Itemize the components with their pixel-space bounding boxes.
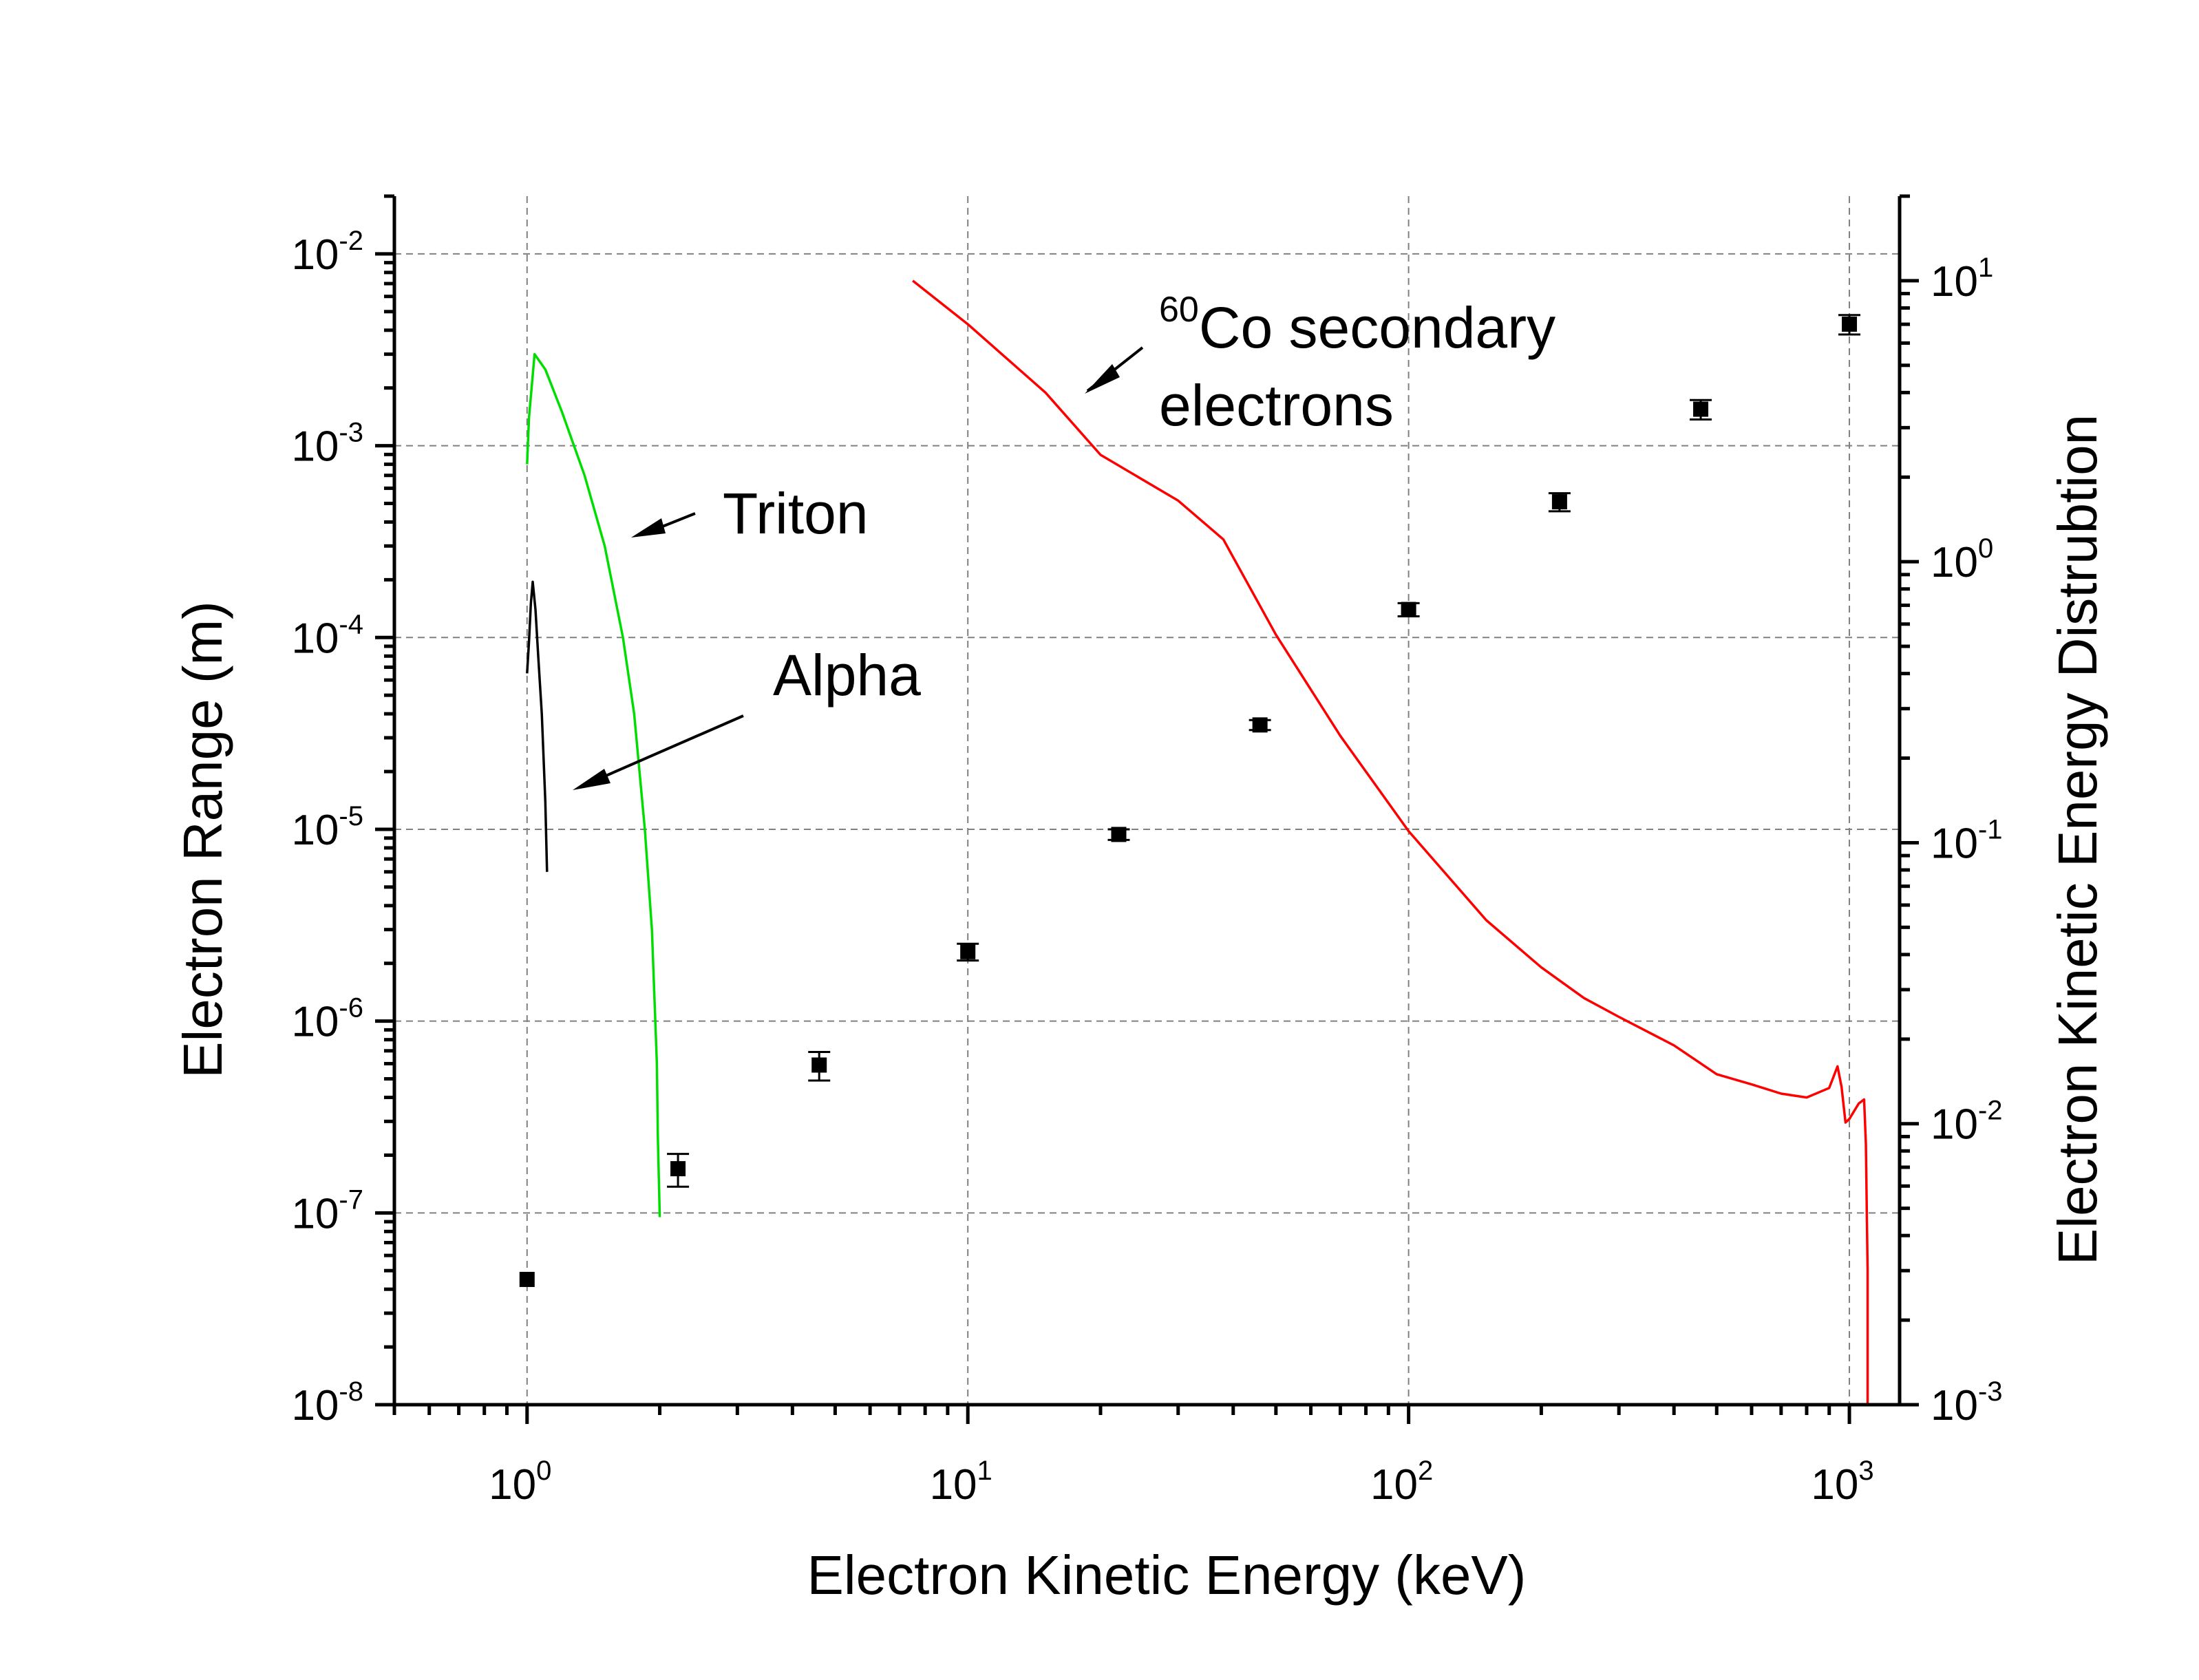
x-axis-label: Electron Kinetic Energy (keV) <box>807 1544 1527 1606</box>
triton-arrowhead <box>631 518 666 538</box>
y-tick-label: 10-7 <box>291 1184 363 1237</box>
y-tick-label: 10-8 <box>291 1376 363 1429</box>
data-point <box>1401 602 1416 617</box>
y-tick-label: 10-6 <box>291 993 363 1046</box>
data-point <box>1252 717 1268 733</box>
co60-arrowhead <box>1085 364 1120 394</box>
co60-annotation-line2: electrons <box>1159 373 1394 438</box>
triton-annotation: Triton <box>723 481 869 546</box>
gridlines <box>394 196 1900 1405</box>
y2-tick-label: 10-2 <box>1931 1096 2003 1149</box>
alpha-arrow <box>591 714 744 783</box>
axes <box>392 196 1902 1407</box>
series-line-alpha <box>526 580 549 872</box>
co60-label: Co secondary <box>1199 295 1555 360</box>
data-point <box>960 944 976 959</box>
y2-tick-label: 101 <box>1931 253 1993 306</box>
y2-tick-label: 10-3 <box>1931 1376 2003 1429</box>
data-point <box>1693 401 1709 417</box>
series-layer <box>519 279 1869 1405</box>
y-tick-label: 10-3 <box>291 418 363 471</box>
annotations: 60Co secondary electrons Triton Alpha <box>573 290 1555 790</box>
x-tick-label: 100 <box>489 1456 551 1509</box>
y2-axis-label: Electron Kinetic Energy Distrubtion <box>2047 414 2108 1265</box>
data-point <box>670 1161 686 1177</box>
data-point <box>1111 827 1127 842</box>
tick-labels: 100 101 102 103 10-2 10-3 10-4 10-5 10-6 10-7 10-8… <box>291 226 2002 1509</box>
y-tick-label: 10-5 <box>291 801 363 854</box>
x-tick-label: 101 <box>930 1456 992 1509</box>
alpha-arrowhead <box>573 769 610 790</box>
series-line-electrons <box>912 279 1869 1405</box>
y2-tick-label: 10-1 <box>1931 814 2003 867</box>
minor-ticks <box>375 194 1919 1424</box>
x-tick-label: 102 <box>1370 1456 1433 1509</box>
y2-tick-label: 100 <box>1931 533 1993 586</box>
x-tick-label: 103 <box>1811 1456 1873 1509</box>
data-point <box>811 1057 827 1073</box>
alpha-annotation: Alpha <box>773 643 921 708</box>
data-point <box>1842 317 1858 332</box>
y-axis-label: Electron Range (m) <box>172 601 233 1078</box>
y-tick-label: 10-2 <box>291 226 363 279</box>
series-line-triton <box>526 352 661 1218</box>
y-tick-label: 10-4 <box>291 609 363 662</box>
data-point <box>519 1271 535 1287</box>
co60-superscript: 60 <box>1159 290 1199 330</box>
co60-annotation-line1: 60Co secondary <box>1159 290 1555 360</box>
data-point <box>1551 494 1567 510</box>
